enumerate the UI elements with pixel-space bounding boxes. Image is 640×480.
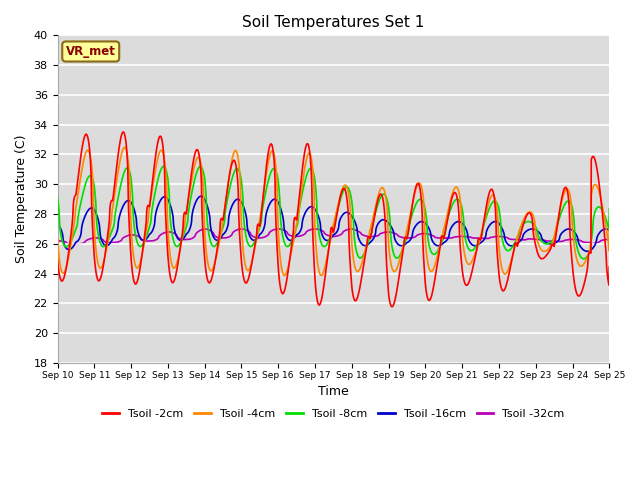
X-axis label: Time: Time: [318, 385, 349, 398]
Text: VR_met: VR_met: [66, 45, 116, 58]
Title: Soil Temperatures Set 1: Soil Temperatures Set 1: [242, 15, 424, 30]
Legend: Tsoil -2cm, Tsoil -4cm, Tsoil -8cm, Tsoil -16cm, Tsoil -32cm: Tsoil -2cm, Tsoil -4cm, Tsoil -8cm, Tsoi…: [98, 404, 569, 423]
Y-axis label: Soil Temperature (C): Soil Temperature (C): [15, 135, 28, 264]
